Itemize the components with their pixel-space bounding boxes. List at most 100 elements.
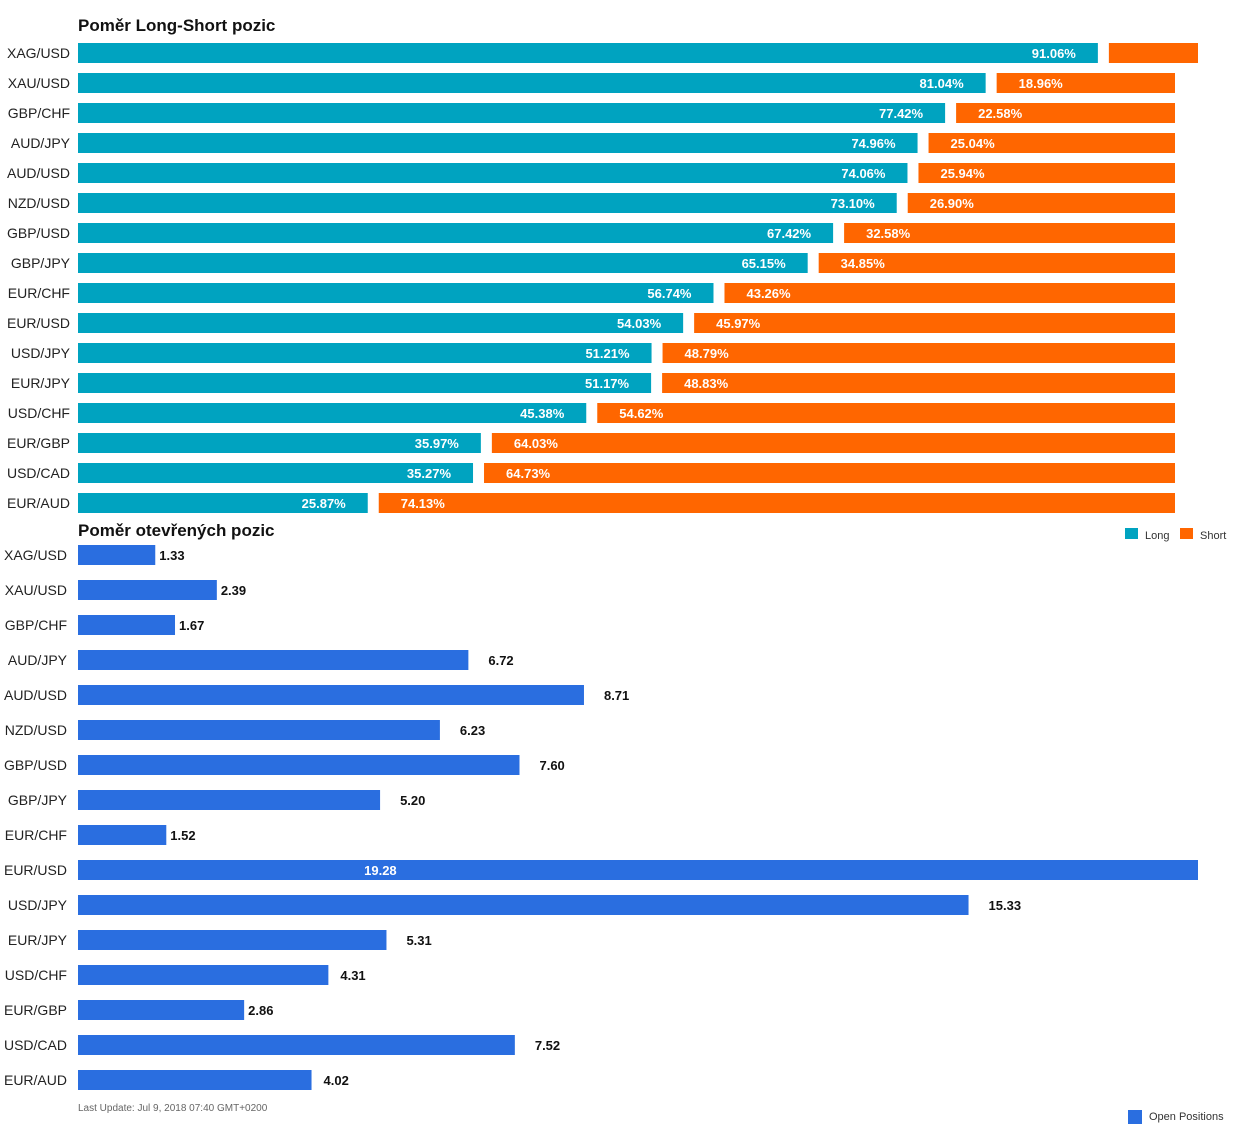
short-bar-eur-chf bbox=[724, 283, 1175, 303]
long-bar-eur-usd bbox=[78, 313, 684, 333]
long-value-label: 35.27% bbox=[407, 466, 452, 481]
short-bar-aud-jpy bbox=[928, 133, 1175, 153]
short-bar-eur-gbp bbox=[491, 433, 1175, 453]
open-positions-chart: XAG/USD 1.33 XAU/USD 2.39 GBP/CHF 1.67 AUD/JPY… bbox=[4, 545, 1198, 1090]
legend-open-swatch bbox=[1128, 1110, 1142, 1124]
legend-open-label: Open Positions bbox=[1149, 1111, 1224, 1123]
open-positions-category-label: EUR/CHF bbox=[5, 827, 67, 843]
long-short-category-label: GBP/USD bbox=[7, 225, 70, 241]
long-bar-xau-usd bbox=[78, 73, 986, 93]
short-value-label: 74.13% bbox=[401, 496, 446, 511]
open-bar-eur-chf bbox=[78, 825, 167, 845]
long-bar-gbp-jpy bbox=[78, 253, 808, 273]
open-value-label: 6.72 bbox=[488, 653, 513, 668]
long-bar-nzd-usd bbox=[78, 193, 897, 213]
long-value-label: 45.38% bbox=[520, 406, 565, 421]
open-value-label: 5.20 bbox=[400, 793, 425, 808]
short-bar-gbp-chf bbox=[956, 103, 1175, 123]
short-value-label: 64.73% bbox=[506, 466, 551, 481]
long-short-category-label: EUR/CHF bbox=[8, 285, 70, 301]
open-bar-usd-cad bbox=[78, 1035, 515, 1055]
long-short-category-label: XAG/USD bbox=[7, 45, 70, 61]
long-value-label: 74.96% bbox=[851, 136, 896, 151]
open-value-label: 7.52 bbox=[535, 1038, 560, 1053]
long-bar-eur-gbp bbox=[78, 433, 481, 453]
open-positions-chart-title: Poměr otevřených pozic bbox=[78, 521, 275, 540]
open-positions-category-label: AUD/JPY bbox=[8, 652, 68, 668]
long-value-label: 73.10% bbox=[831, 196, 876, 211]
open-positions-category-label: AUD/USD bbox=[4, 687, 67, 703]
short-bar-xag-usd bbox=[1108, 43, 1198, 63]
open-bar-usd-chf bbox=[78, 965, 329, 985]
short-value-label: 48.83% bbox=[684, 376, 729, 391]
long-bar-usd-jpy bbox=[78, 343, 652, 363]
open-bar-eur-jpy bbox=[78, 930, 387, 950]
open-value-label: 5.31 bbox=[406, 933, 431, 948]
legend-short-label: Short bbox=[1200, 530, 1226, 542]
long-short-category-label: USD/JPY bbox=[11, 345, 71, 361]
short-value-label: 25.94% bbox=[940, 166, 985, 181]
short-bar-usd-chf bbox=[597, 403, 1175, 423]
open-positions-category-label: GBP/CHF bbox=[5, 617, 67, 633]
long-bar-gbp-chf bbox=[78, 103, 946, 123]
long-bar-aud-jpy bbox=[78, 133, 918, 153]
long-bar-usd-cad bbox=[78, 463, 474, 483]
long-short-category-label: EUR/GBP bbox=[7, 435, 70, 451]
short-bar-usd-jpy bbox=[662, 343, 1175, 363]
open-value-label: 2.39 bbox=[221, 583, 246, 598]
open-value-label: 1.52 bbox=[170, 828, 195, 843]
open-value-label: 15.33 bbox=[989, 898, 1022, 913]
legend-short-swatch bbox=[1180, 528, 1193, 539]
open-bar-aud-jpy bbox=[78, 650, 469, 670]
open-bar-xag-usd bbox=[78, 545, 156, 565]
open-positions-category-label: GBP/USD bbox=[4, 757, 67, 773]
long-short-category-label: GBP/CHF bbox=[8, 105, 70, 121]
long-bar-xag-usd bbox=[78, 43, 1098, 63]
short-value-label: 32.58% bbox=[866, 226, 911, 241]
open-bar-nzd-usd bbox=[78, 720, 440, 740]
long-value-label: 81.04% bbox=[920, 76, 965, 91]
long-value-label: 91.06% bbox=[1032, 46, 1077, 61]
open-positions-category-label: GBP/JPY bbox=[8, 792, 68, 808]
open-value-label: 7.60 bbox=[539, 758, 564, 773]
long-short-legend: Long Short bbox=[1125, 528, 1226, 542]
open-value-label: 19.28 bbox=[364, 863, 397, 878]
open-bar-gbp-jpy bbox=[78, 790, 381, 810]
long-bar-eur-aud bbox=[78, 493, 368, 513]
long-value-label: 25.87% bbox=[302, 496, 347, 511]
legend-long-label: Long bbox=[1145, 530, 1169, 542]
long-short-category-label: USD/CHF bbox=[8, 405, 70, 421]
short-bar-gbp-jpy bbox=[818, 253, 1175, 273]
long-short-category-label: AUD/JPY bbox=[11, 135, 71, 151]
long-short-category-label: USD/CAD bbox=[7, 465, 70, 481]
short-value-label: 43.26% bbox=[746, 286, 791, 301]
short-value-label: 25.04% bbox=[951, 136, 996, 151]
long-short-chart-title: Poměr Long-Short pozic bbox=[78, 16, 275, 35]
short-value-label: 45.97% bbox=[716, 316, 761, 331]
open-positions-category-label: USD/CHF bbox=[5, 967, 67, 983]
long-value-label: 51.21% bbox=[585, 346, 630, 361]
open-positions-category-label: NZD/USD bbox=[5, 722, 67, 738]
long-short-category-label: NZD/USD bbox=[8, 195, 70, 211]
long-bar-eur-chf bbox=[78, 283, 714, 303]
short-value-label: 26.90% bbox=[930, 196, 975, 211]
long-value-label: 54.03% bbox=[617, 316, 662, 331]
open-positions-category-label: USD/JPY bbox=[8, 897, 68, 913]
last-update-text: Last Update: Jul 9, 2018 07:40 GMT+0200 bbox=[78, 1103, 268, 1114]
open-value-label: 1.67 bbox=[179, 618, 204, 633]
short-bar-gbp-usd bbox=[844, 223, 1175, 243]
long-short-category-label: AUD/USD bbox=[7, 165, 70, 181]
short-value-label: 48.79% bbox=[685, 346, 730, 361]
long-value-label: 74.06% bbox=[841, 166, 886, 181]
short-value-label: 34.85% bbox=[841, 256, 886, 271]
open-positions-category-label: EUR/AUD bbox=[4, 1072, 67, 1088]
long-bar-eur-jpy bbox=[78, 373, 652, 393]
open-bar-eur-aud bbox=[78, 1070, 312, 1090]
short-bar-eur-jpy bbox=[662, 373, 1175, 393]
long-bar-usd-chf bbox=[78, 403, 587, 423]
open-positions-category-label: XAG/USD bbox=[4, 547, 67, 563]
long-short-chart: XAG/USD 91.06% XAU/USD 81.04% 18.96% GBP/CHF 7… bbox=[7, 43, 1198, 513]
short-bar-usd-cad bbox=[484, 463, 1175, 483]
open-bar-xau-usd bbox=[78, 580, 217, 600]
